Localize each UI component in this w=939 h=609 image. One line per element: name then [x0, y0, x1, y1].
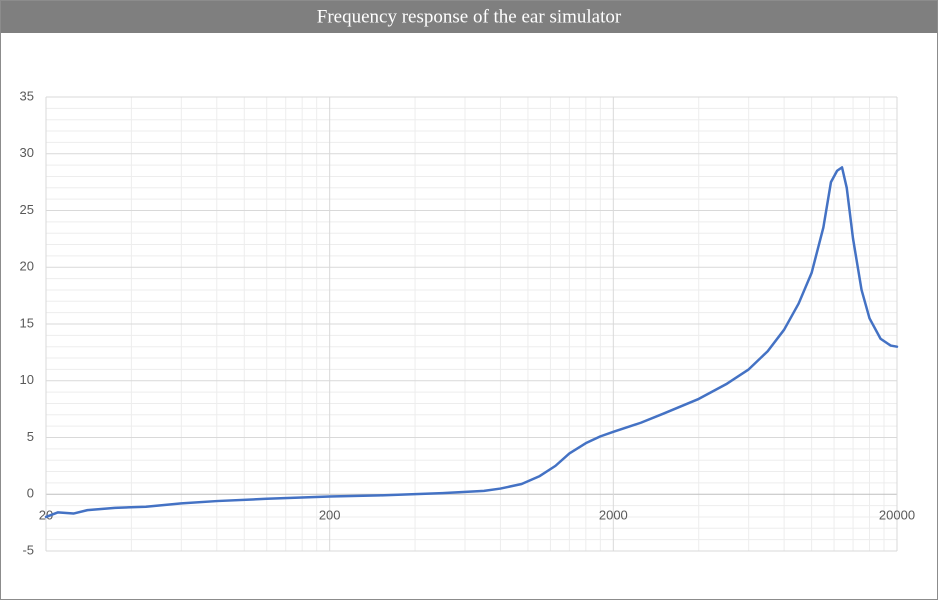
line-series: [44, 166, 899, 519]
y-tick-label: 25: [20, 202, 34, 217]
title-bar: [1, 1, 937, 33]
y-tick-label: 5: [27, 429, 34, 444]
chart-title: Frequency response of the ear simulator: [317, 6, 622, 27]
y-tick-label: 15: [20, 315, 34, 330]
x-tick-label: 2000: [599, 508, 628, 523]
y-tick-label: 35: [20, 88, 34, 103]
x-tick-label: 200: [319, 508, 341, 523]
y-tick-label: 0: [27, 486, 34, 501]
x-tick-label: 20: [39, 508, 53, 523]
y-tick-label: 30: [20, 145, 34, 160]
y-tick-label: 20: [20, 259, 34, 274]
x-tick-label: 20000: [879, 508, 915, 523]
y-tick-label: 10: [20, 372, 34, 387]
y-tick-label: -5: [22, 542, 34, 557]
